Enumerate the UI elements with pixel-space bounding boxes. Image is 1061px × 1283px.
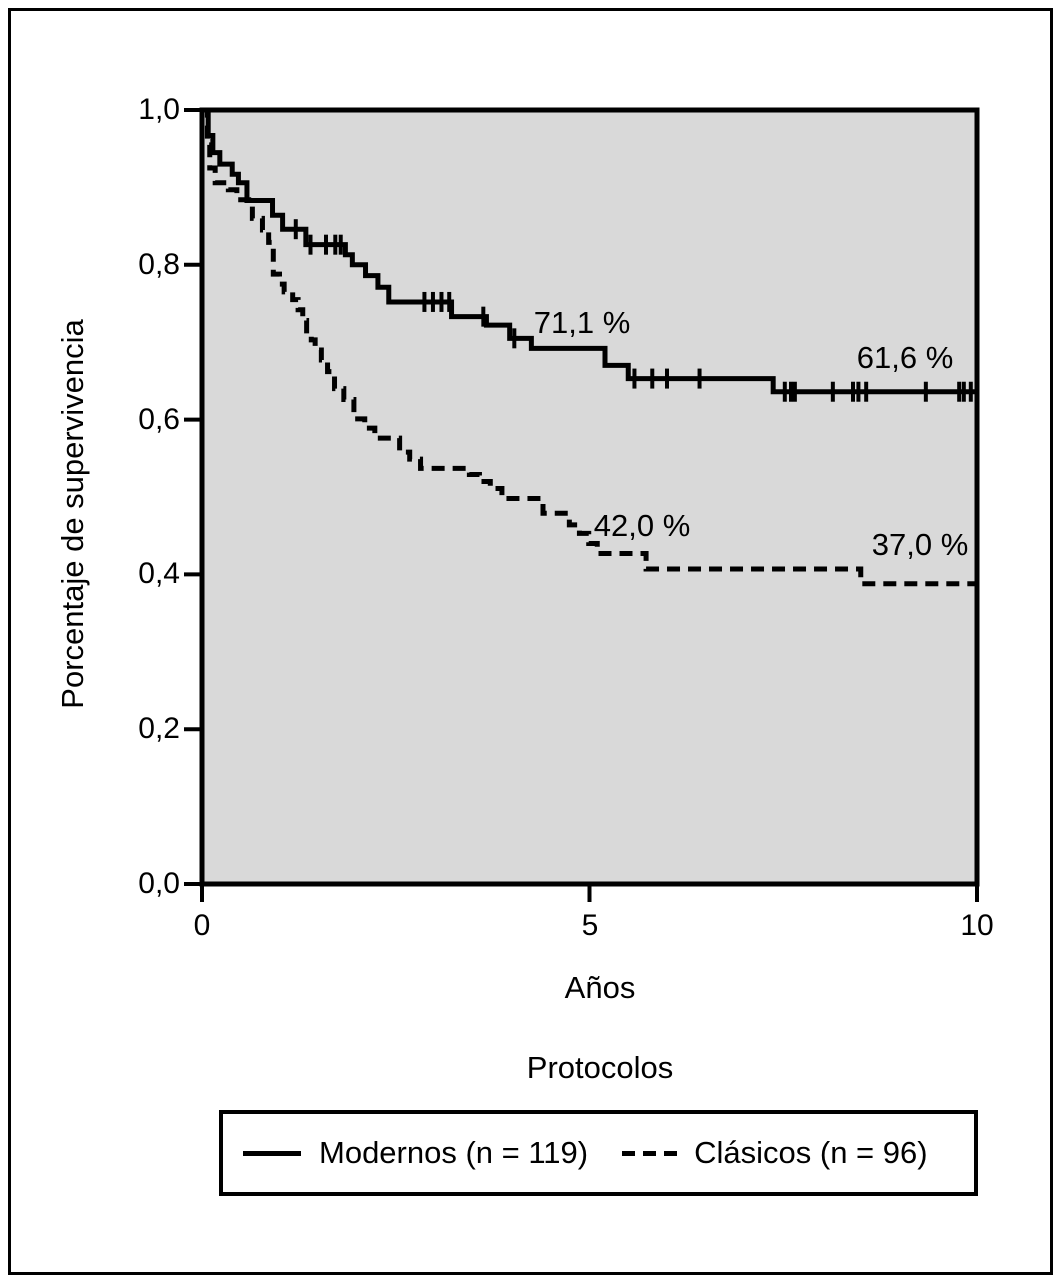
legend-box: Modernos (n = 119) Clásicos (n = 96) [219,1110,978,1196]
y-tick-label-0.2: 0,2 [138,712,180,745]
annotation-clasicos-10yr: 37,0 % [871,527,969,562]
annotation-clasicos-5yr: 42,0 % [593,508,691,543]
y-tick-label-0.0: 0,0 [138,867,180,900]
x-tick-label-5: 5 [581,909,599,942]
curve-modernos [202,107,977,395]
dashed-line-swatch-icon [622,1150,680,1156]
legend-label-clasicos: Clásicos (n = 96) [694,1135,928,1170]
solid-line-swatch-icon [243,1150,301,1156]
y-tick-label-1.0: 1,0 [138,93,180,126]
y-tick-label-0.8: 0,8 [138,248,180,281]
curve-clasicos [202,107,977,587]
legend-item-modernos: Modernos (n = 119) [243,1137,588,1169]
y-axis-title: Porcentaje de supervivencia [55,319,90,709]
annotation-modernos-5yr: 71,1 % [533,305,631,340]
y-tick-label-0.4: 0,4 [138,557,180,590]
legend-title: Protocolos [526,1050,674,1085]
annotation-modernos-10yr: 61,6 % [856,340,954,375]
y-tick-label-0.6: 0,6 [138,403,180,436]
legend-label-modernos: Modernos (n = 119) [319,1135,589,1170]
x-tick-label-0: 0 [193,909,211,942]
x-axis-title: Años [564,970,636,1005]
x-tick-label-10: 10 [960,909,994,942]
figure-border [8,8,1053,1275]
legend-item-clasicos: Clásicos (n = 96) [588,1135,928,1170]
plot-area [202,110,977,884]
